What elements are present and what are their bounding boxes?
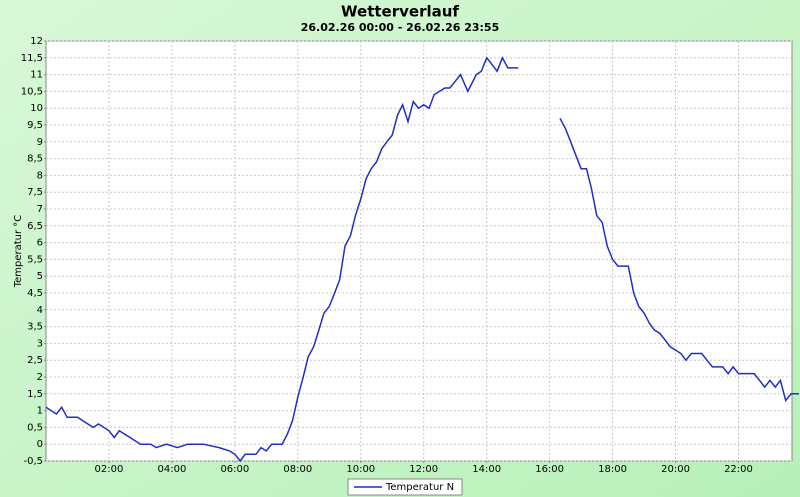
y-tick-label: 3: [37, 338, 43, 349]
legend-label: Temperatur N: [385, 482, 454, 493]
y-tick-label: 8,5: [27, 154, 43, 165]
y-tick-label: 11,5: [21, 53, 43, 64]
y-tick-label: 12: [30, 36, 43, 47]
y-tick-label: 2,5: [27, 355, 43, 366]
x-tick-label: 06:00: [220, 464, 249, 475]
y-tick-label: 6,5: [27, 221, 43, 232]
y-tick-label: 10: [30, 103, 43, 114]
y-tick-label: 0,5: [27, 422, 43, 433]
y-tick-label: 4: [37, 305, 43, 316]
y-tick-label: -0,5: [23, 456, 43, 467]
y-tick-label: 0: [37, 439, 43, 450]
y-tick-label: 6: [37, 238, 43, 249]
legend: [347, 478, 463, 496]
chart-title: Wetterverlauf: [341, 3, 459, 21]
x-tick-label: 14:00: [472, 464, 501, 475]
y-tick-label: 3,5: [27, 322, 43, 333]
y-tick-label: 1: [37, 406, 43, 417]
x-tick-label: 12:00: [409, 464, 438, 475]
y-tick-label: 8: [37, 170, 43, 181]
y-tick-label: 5: [37, 271, 43, 282]
x-tick-label: 16:00: [535, 464, 564, 475]
x-tick-label: 04:00: [157, 464, 186, 475]
x-tick-label: 02:00: [95, 464, 124, 475]
y-tick-label: 9,5: [27, 120, 43, 131]
y-tick-label: 10,5: [21, 86, 43, 97]
y-axis-label: Temperatur °C: [13, 215, 24, 289]
x-tick-label: 18:00: [598, 464, 627, 475]
y-tick-label: 2: [37, 372, 43, 383]
y-tick-label: 9: [37, 137, 43, 148]
y-tick-label: 7,5: [27, 187, 43, 198]
y-tick-label: 5,5: [27, 254, 43, 265]
y-tick-label: 1,5: [27, 389, 43, 400]
plot-area: [45, 40, 793, 462]
y-tick-label: 4,5: [27, 288, 43, 299]
x-tick-label: 20:00: [661, 464, 690, 475]
y-tick-label: 7: [37, 204, 43, 215]
x-tick-label: 10:00: [346, 464, 375, 475]
x-tick-label: 08:00: [283, 464, 312, 475]
x-tick-label: 22:00: [724, 464, 753, 475]
data-line: [45, 56, 799, 463]
chart-subtitle: 26.02.26 00:00 - 26.02.26 23:55: [301, 21, 499, 34]
y-tick-label: 11: [30, 70, 43, 81]
